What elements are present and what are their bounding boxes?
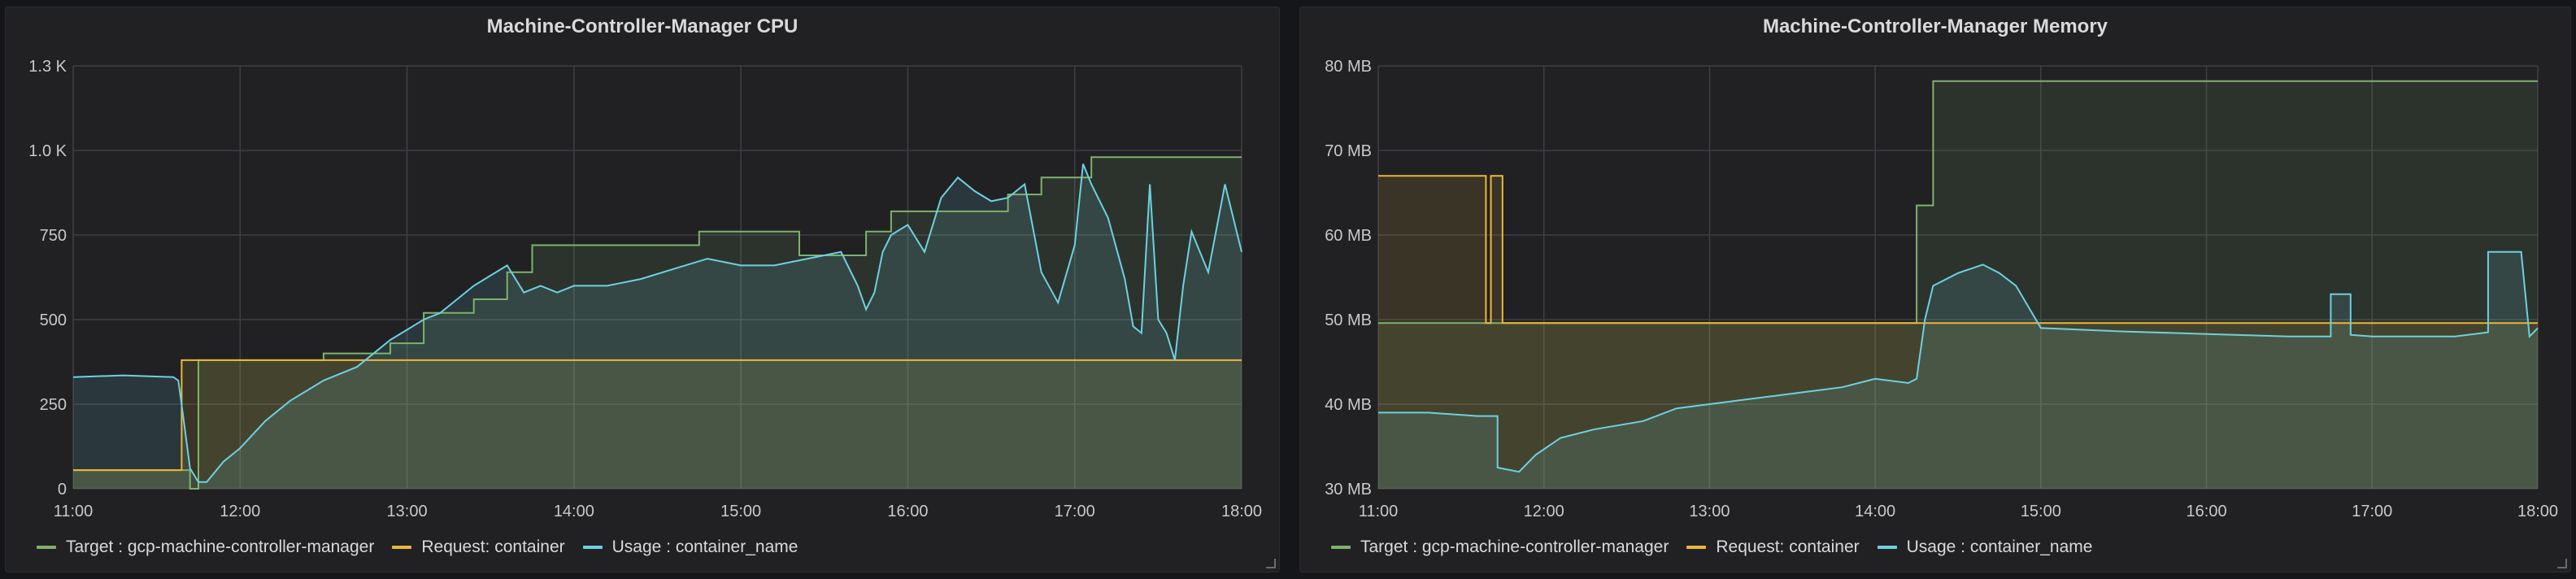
legend-swatch-request: [1686, 546, 1707, 549]
y-tick-label: 0: [58, 481, 67, 498]
x-tick-label: 12:00: [220, 503, 260, 520]
legend-swatch-target: [37, 546, 56, 549]
x-tick-label: 18:00: [2517, 503, 2558, 520]
legend-label: Usage : container_name: [1906, 538, 2093, 556]
x-tick-label: 17:00: [1055, 503, 1095, 520]
y-tick-label: 1.0 K: [28, 142, 67, 160]
series-usage-line[interactable]: [1378, 250, 2539, 473]
legend: Target : gcp-machine-controller-manager …: [1331, 538, 2092, 557]
x-tick-label: 15:00: [720, 503, 761, 520]
x-tick-label: 11:00: [1359, 503, 1399, 520]
legend-label: Target : gcp-machine-controller-manager: [1360, 538, 1669, 556]
series-request-area: [73, 359, 1242, 489]
y-tick-label: 50 MB: [1325, 311, 1372, 329]
legend-item-target[interactable]: Target : gcp-machine-controller-manager: [37, 538, 374, 557]
y-tick-label: 750: [40, 227, 67, 245]
x-tick-label: 16:00: [887, 503, 928, 520]
legend-label: Request: container: [1716, 538, 1860, 556]
legend-label: Usage : container_name: [611, 538, 798, 556]
legend-item-target[interactable]: Target : gcp-machine-controller-manager: [1331, 538, 1669, 557]
y-tick-label: 80 MB: [1325, 58, 1372, 76]
resize-handle[interactable]: [1266, 559, 1276, 568]
legend: Target : gcp-machine-controller-manager …: [37, 538, 798, 557]
series-usage-line[interactable]: [72, 163, 1242, 483]
x-tick-label: 12:00: [1524, 503, 1564, 520]
legend-item-request[interactable]: Request: container: [1686, 538, 1860, 557]
x-tick-label: 16:00: [2187, 503, 2227, 520]
x-tick-label: 15:00: [2021, 503, 2061, 520]
grid: [1377, 65, 2539, 490]
legend-label: Target : gcp-machine-controller-manager: [66, 538, 375, 556]
legend-label: Request: container: [421, 538, 565, 556]
grid: [72, 65, 1242, 490]
cpu-chart[interactable]: 0 250 500 750 1.0 K 1.3 K 11:00 12:00 13:00 14:00…: [6, 7, 1281, 528]
legend-swatch-usage: [582, 546, 603, 549]
x-tick-label: 17:00: [2352, 503, 2392, 520]
memory-panel: Machine-Controller-Manager Memory 30 MB 4…: [1299, 7, 2571, 572]
y-tick-label: 250: [40, 396, 67, 414]
y-tick-label: 70 MB: [1325, 142, 1372, 160]
x-tick-label: 14:00: [554, 503, 594, 520]
y-tick-label: 30 MB: [1325, 481, 1372, 498]
cpu-panel: Machine-Controller-Manager CPU 0 250 500 75…: [5, 7, 1280, 572]
y-tick-label: 40 MB: [1325, 396, 1372, 414]
series-usage-area: [1378, 251, 2538, 489]
y-tick-label: 500: [40, 311, 67, 329]
legend-item-usage[interactable]: Usage : container_name: [582, 538, 798, 557]
x-tick-label: 11:00: [54, 503, 94, 520]
resize-handle[interactable]: [2557, 559, 2567, 568]
series-request-line[interactable]: [1378, 175, 2538, 324]
panel-title[interactable]: Machine-Controller-Manager CPU: [486, 15, 798, 37]
legend-swatch-usage: [1877, 546, 1897, 549]
memory-chart[interactable]: 30 MB 40 MB 50 MB 60 MB 70 MB 80 MB 11:00 12:00…: [1300, 7, 2572, 528]
series-request-line[interactable]: [73, 359, 1242, 472]
legend-swatch-request: [392, 546, 412, 549]
series-target-area: [73, 157, 1242, 490]
y-tick-label: 1.3 K: [28, 58, 67, 76]
x-tick-label: 13:00: [387, 503, 428, 520]
series-target-area: [1378, 81, 2538, 489]
legend-item-request[interactable]: Request: container: [392, 538, 565, 557]
y-tick-label: 60 MB: [1325, 227, 1372, 245]
x-tick-label: 18:00: [1221, 503, 1262, 520]
series-usage-area: [73, 163, 1242, 489]
x-tick-label: 13:00: [1689, 503, 1730, 520]
legend-swatch-target: [1331, 546, 1351, 549]
x-tick-label: 14:00: [1855, 503, 1895, 520]
series-request-area: [1378, 176, 2538, 489]
legend-item-usage[interactable]: Usage : container_name: [1877, 538, 2093, 557]
panel-title[interactable]: Machine-Controller-Manager Memory: [1762, 15, 2108, 37]
